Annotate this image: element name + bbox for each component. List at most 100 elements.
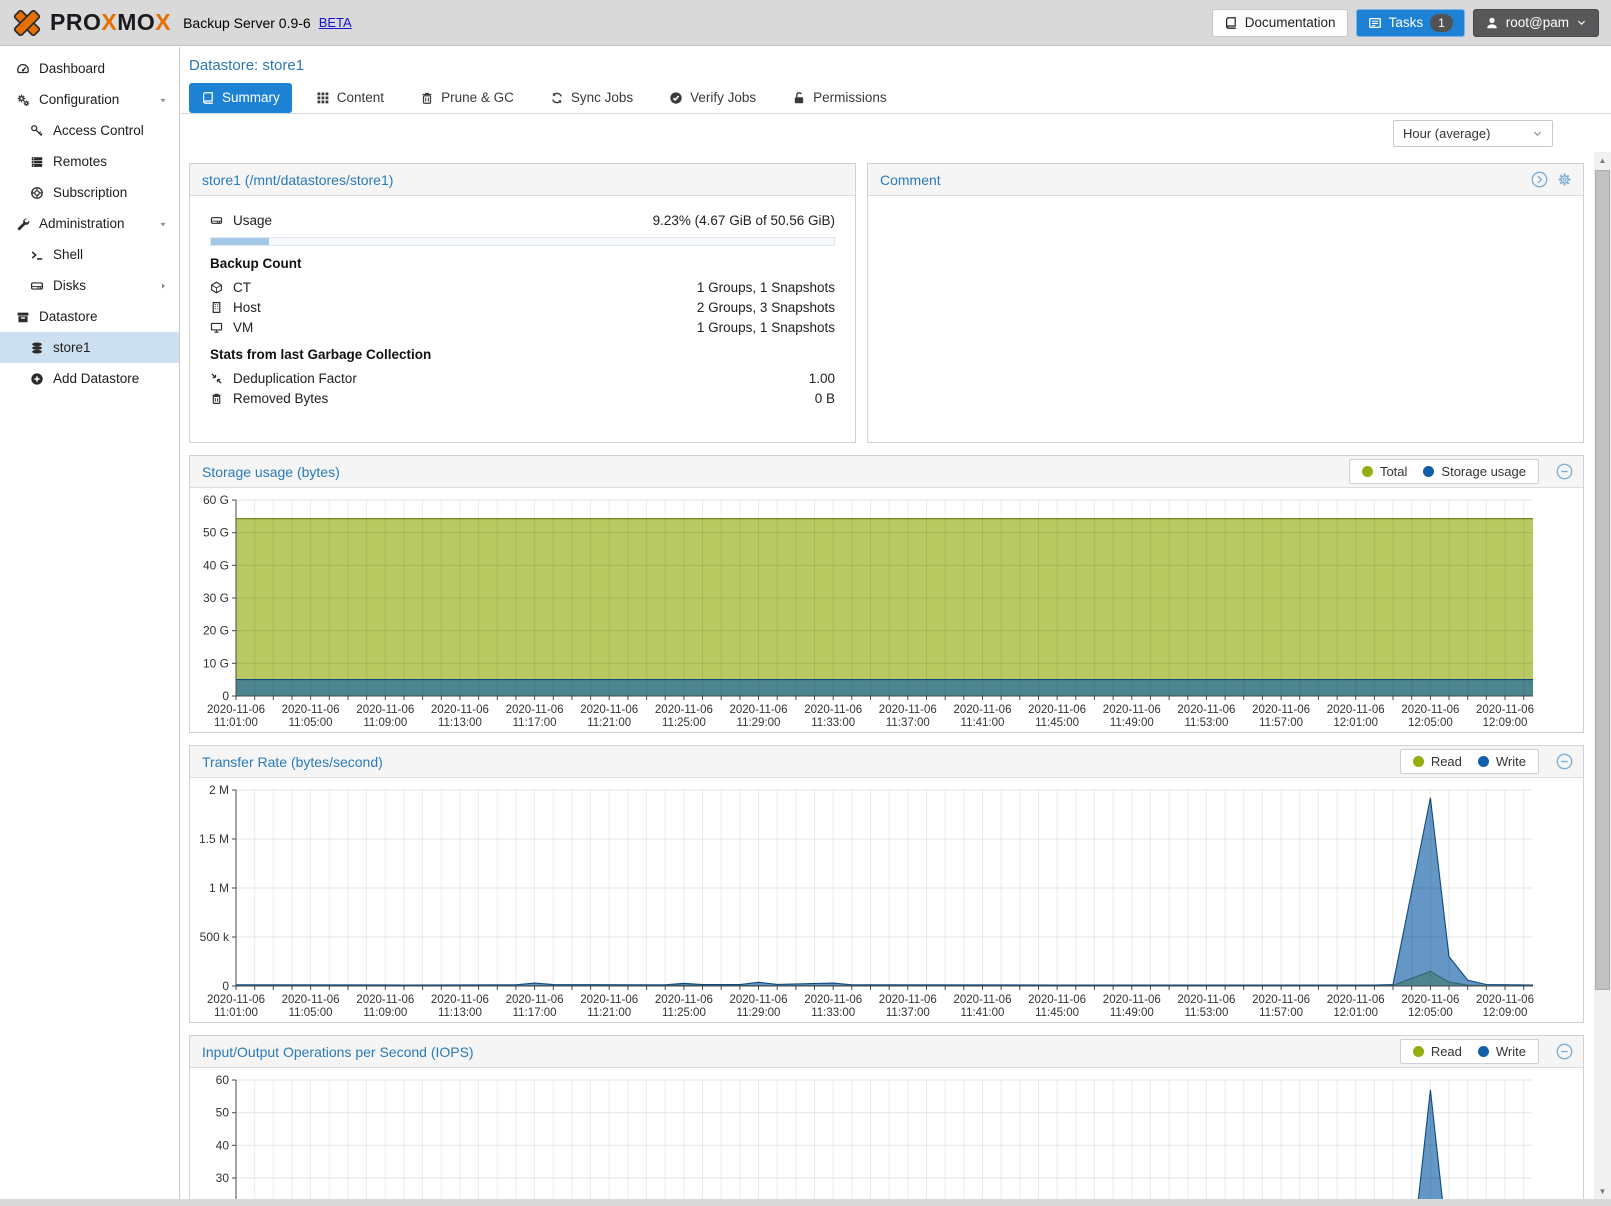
cube-icon [210,281,227,294]
tab-content[interactable]: Content [304,83,396,113]
tab-bar: Summary Content Prune & GC Sync Jobs Ver… [181,82,1611,114]
svg-text:12:01:00: 12:01:00 [1333,1007,1378,1019]
svg-text:2020-11-06: 2020-11-06 [1252,704,1310,716]
tasks-button[interactable]: Tasks 1 [1355,8,1465,37]
svg-text:40 G: 40 G [203,558,229,572]
svg-text:11:05:00: 11:05:00 [289,1007,333,1019]
svg-text:2020-11-06: 2020-11-06 [1252,994,1310,1006]
sidebar-item-disks[interactable]: Disks [0,270,179,301]
scroll-up-arrow[interactable]: ▲ [1598,155,1607,165]
svg-text:50 G: 50 G [203,526,229,540]
circle-chevron-right-icon[interactable] [1531,171,1548,188]
svg-text:11:53:00: 11:53:00 [1184,717,1228,729]
svg-text:11:09:00: 11:09:00 [363,1007,407,1019]
sidebar-item-shell[interactable]: Shell [0,239,179,270]
svg-text:10 G: 10 G [203,656,229,670]
user-menu-button[interactable]: root@pam [1472,8,1599,37]
summary-toolbar: Hour (average) [181,114,1611,152]
storage-usage-panel: Storage usage (bytes) Total Storage usag… [189,455,1584,733]
terminal-icon [28,248,45,262]
svg-text:20 G: 20 G [203,624,229,638]
storage-chart-title: Storage usage (bytes) [202,463,340,480]
svg-text:11:45:00: 11:45:00 [1035,1007,1079,1019]
tab-prune-gc[interactable]: Prune & GC [408,83,526,113]
minus-circle-icon[interactable] [1556,1043,1573,1060]
svg-text:11:21:00: 11:21:00 [587,717,631,729]
vertical-scrollbar[interactable]: ▲ ▼ [1594,152,1611,1199]
unlock-icon [792,91,806,105]
svg-text:2020-11-06: 2020-11-06 [356,704,414,716]
time-range-select[interactable]: Hour (average) [1393,119,1553,147]
storage-usage-legend-dot [1423,466,1435,477]
svg-text:2020-11-06: 2020-11-06 [879,704,937,716]
caret-down-icon[interactable] [157,94,169,106]
tab-summary[interactable]: Summary [189,82,292,113]
gear-icon[interactable] [1556,171,1573,188]
svg-text:2020-11-06: 2020-11-06 [506,994,564,1006]
gauge-icon [14,62,31,76]
backup-row-ct: CT 1 Groups, 1 Snapshots [210,277,835,297]
backup-count-heading: Backup Count [210,256,302,271]
sidebar-item-dashboard[interactable]: Dashboard [0,53,179,84]
read-legend-dot [1412,1046,1424,1057]
main-area: Datastore: store1 Summary Content Prune … [181,47,1611,1206]
svg-text:11:41:00: 11:41:00 [961,1007,1005,1019]
tasks-count-badge: 1 [1430,13,1453,32]
sidebar-item-remotes[interactable]: Remotes [0,146,179,177]
svg-text:11:33:00: 11:33:00 [811,717,855,729]
caret-down-icon[interactable] [157,218,169,230]
beta-link[interactable]: BETA [318,15,352,30]
storage-usage-chart: 010 G20 G30 G40 G50 G60 G2020-11-0611:01… [203,493,1534,729]
tab-verify-jobs[interactable]: Verify Jobs [657,83,768,113]
sidebar-item-datastore[interactable]: Datastore [0,301,179,332]
sidebar-item-subscription[interactable]: Subscription [0,177,179,208]
sidebar-item-add-datastore[interactable]: Add Datastore [0,363,179,394]
svg-text:11:21:00: 11:21:00 [587,1007,631,1019]
tab-sync-jobs[interactable]: Sync Jobs [538,83,645,113]
minus-circle-icon[interactable] [1556,753,1573,770]
svg-text:11:49:00: 11:49:00 [1110,1007,1154,1019]
svg-text:2020-11-06: 2020-11-06 [1327,994,1385,1006]
server-rows-icon [28,155,45,169]
storage-chart-legend: Total Storage usage [1348,459,1539,484]
svg-text:12:09:00: 12:09:00 [1483,717,1528,729]
minus-circle-icon[interactable] [1556,463,1573,480]
svg-text:1.5 M: 1.5 M [199,832,229,846]
usage-progress-fill [211,238,269,245]
svg-text:11:05:00: 11:05:00 [289,717,333,729]
iops-chart: 01020304050602020-11-0611:01:002020-11-0… [216,1073,1533,1206]
grid-icon [316,91,330,105]
svg-text:11:57:00: 11:57:00 [1259,1007,1303,1019]
sidebar-item-store1[interactable]: store1 [0,332,179,363]
svg-text:2020-11-06: 2020-11-06 [506,704,564,716]
chevron-down-icon [1576,17,1587,28]
svg-text:11:49:00: 11:49:00 [1110,717,1154,729]
svg-text:2020-11-06: 2020-11-06 [954,704,1012,716]
sidebar-item-administration[interactable]: Administration [0,208,179,239]
book-icon [1224,16,1238,30]
svg-text:2020-11-06: 2020-11-06 [1401,994,1459,1006]
iops-chart-legend: Read Write [1399,1039,1539,1064]
documentation-button[interactable]: Documentation [1211,8,1348,37]
proxmox-x-icon [13,9,41,36]
svg-text:50: 50 [216,1106,230,1120]
scroll-down-arrow[interactable]: ▼ [1598,1186,1607,1196]
svg-text:11:25:00: 11:25:00 [662,1007,706,1019]
svg-text:2020-11-06: 2020-11-06 [879,994,937,1006]
svg-text:12:09:00: 12:09:00 [1483,1007,1528,1019]
svg-text:2020-11-06: 2020-11-06 [1327,704,1385,716]
chevron-down-icon [1532,128,1543,139]
iops-chart-title: Input/Output Operations per Second (IOPS… [202,1043,474,1060]
caret-right-icon[interactable] [157,280,169,292]
compress-icon [210,372,227,385]
svg-text:2020-11-06: 2020-11-06 [1028,704,1086,716]
dedup-factor-row: Deduplication Factor 1.00 [210,368,835,388]
tab-permissions[interactable]: Permissions [780,83,899,113]
scrollbar-thumb[interactable] [1595,170,1610,990]
svg-text:2020-11-06: 2020-11-06 [1028,994,1086,1006]
database-icon [28,341,45,355]
check-circle-icon [669,91,683,105]
store1-panel-title: store1 (/mnt/datastores/store1) [202,171,394,188]
sidebar-item-configuration[interactable]: Configuration [0,84,179,115]
sidebar-item-access-control[interactable]: Access Control [0,115,179,146]
